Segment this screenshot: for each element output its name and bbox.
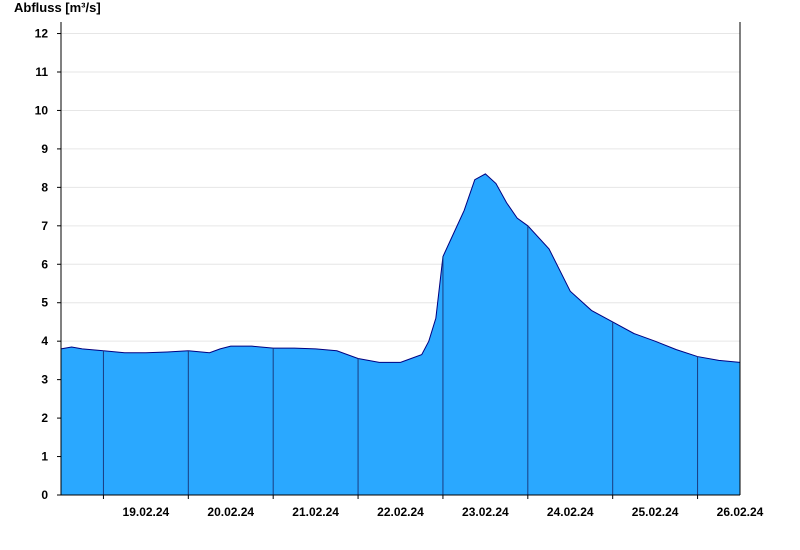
- y-tick-label: 11: [35, 65, 48, 79]
- y-tick-label: 9: [41, 142, 48, 156]
- area-fill: [61, 173, 740, 495]
- y-tick-label: 2: [41, 411, 48, 425]
- x-tick-label: 24.02.24: [547, 505, 594, 519]
- x-tick-label: 22.02.24: [377, 505, 424, 519]
- x-tick-label: 19.02.24: [123, 505, 170, 519]
- series-line: [60, 173, 741, 363]
- x-tick-label: 20.02.24: [207, 505, 254, 519]
- x-tick-label: 26.02.24: [717, 505, 764, 519]
- y-tick-label: 1: [41, 450, 48, 464]
- y-tick-label: 0: [41, 488, 48, 502]
- area-series: [60, 173, 741, 495]
- x-tick-label: 23.02.24: [462, 505, 509, 519]
- y-axis-label: Abfluss [m³/s]: [14, 0, 101, 15]
- y-tick-label: 7: [41, 219, 48, 233]
- y-tick-label: 8: [41, 180, 48, 194]
- x-tick-label: 25.02.24: [632, 505, 679, 519]
- x-tick-label: 21.02.24: [292, 505, 339, 519]
- y-tick-label: 5: [41, 296, 48, 310]
- y-tick-label: 6: [41, 257, 48, 271]
- y-tick-label: 3: [41, 373, 48, 387]
- y-tick-label: 4: [41, 334, 48, 348]
- y-tick-label: 12: [35, 27, 49, 41]
- y-tick-label: 10: [35, 103, 49, 117]
